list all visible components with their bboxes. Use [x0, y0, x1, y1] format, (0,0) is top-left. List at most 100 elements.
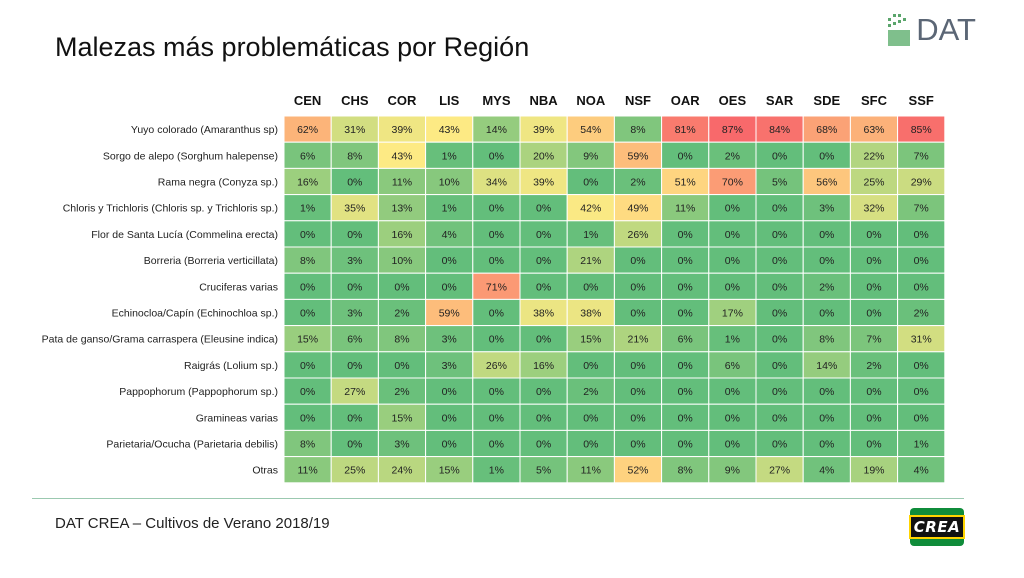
cell-value-label: 0%	[866, 308, 881, 320]
cell-value-label: 14%	[486, 124, 507, 136]
heatmap-cell	[897, 194, 946, 222]
heatmap-cell	[802, 377, 851, 405]
row-label: Pappophorum (Pappophorum sp.)	[119, 386, 278, 398]
cell-value-label: 0%	[536, 203, 551, 215]
cell-value-label: 2%	[394, 386, 409, 398]
heatmap-cell	[330, 351, 379, 379]
cell-value-label: 17%	[722, 308, 743, 320]
heatmap-cell	[661, 429, 710, 458]
cell-value-label: 5%	[536, 465, 551, 477]
heatmap-cell	[472, 351, 521, 379]
heatmap-cell	[472, 246, 521, 274]
cell-value-label: 1%	[300, 203, 315, 215]
cell-value-label: 0%	[866, 412, 881, 424]
heatmap-cell	[425, 429, 474, 458]
heatmap-cell	[472, 456, 521, 484]
cell-value-label: 25%	[344, 465, 365, 477]
heatmap-cell	[425, 272, 474, 300]
cell-value-label: 0%	[347, 281, 362, 293]
heatmap-cell	[755, 194, 804, 222]
cell-value-label: 31%	[911, 334, 932, 346]
column-header: SSF	[909, 93, 934, 108]
column-header: CEN	[294, 93, 321, 108]
heatmap-cell	[802, 298, 851, 327]
cell-value-label: 25%	[863, 177, 884, 189]
column-header: SFC	[861, 93, 888, 108]
cell-value-label: 2%	[866, 360, 881, 372]
cell-value-label: 2%	[725, 150, 740, 162]
heatmap-cell	[661, 167, 710, 196]
heatmap-cell	[802, 194, 851, 222]
heatmap-cell	[849, 298, 899, 327]
cell-value-label: 0%	[772, 150, 787, 162]
heatmap-cell	[377, 298, 427, 327]
cell-value-label: 11%	[297, 465, 317, 477]
heatmap-cell	[425, 325, 474, 353]
dat-logo: DAT	[888, 12, 976, 48]
cell-value-label: 29%	[911, 177, 932, 189]
dat-logo-bars-icon	[888, 14, 912, 46]
heatmap-cell	[708, 220, 757, 248]
cell-value-label: 0%	[678, 255, 693, 267]
cell-value-label: 0%	[914, 255, 929, 267]
heatmap-cell	[755, 272, 804, 300]
cell-value-label: 0%	[489, 308, 504, 320]
cell-value-label: 0%	[630, 412, 645, 424]
row-label: Raigrás (Lolium sp.)	[184, 360, 278, 372]
column-header: COR	[388, 93, 418, 108]
cell-value-label: 63%	[863, 124, 884, 136]
cell-value-label: 43%	[391, 150, 412, 162]
cell-value-label: 1%	[725, 334, 740, 346]
cell-value-label: 15%	[580, 334, 601, 346]
heatmap-cell	[566, 272, 615, 300]
heatmap-cell	[849, 115, 899, 143]
cell-value-label: 0%	[300, 360, 315, 372]
heatmap-cell	[755, 246, 804, 274]
cell-value-label: 0%	[678, 386, 693, 398]
cell-value-label: 0%	[725, 412, 740, 424]
heatmap-cell	[519, 194, 568, 222]
footer-divider	[32, 498, 964, 499]
cell-value-label: 0%	[772, 308, 787, 320]
cell-value-label: 15%	[391, 412, 412, 424]
cell-value-label: 49%	[627, 203, 648, 215]
cell-value-label: 59%	[627, 150, 648, 162]
cell-value-label: 0%	[347, 177, 362, 189]
heatmap-cell	[283, 246, 332, 274]
cell-value-label: 0%	[914, 412, 929, 424]
cell-value-label: 0%	[772, 439, 787, 451]
heatmap-cell	[283, 141, 332, 169]
heatmap-cell	[661, 298, 710, 327]
cell-value-label: 38%	[533, 308, 554, 320]
page-title: Malezas más problemáticas por Región	[55, 32, 530, 62]
heatmap-cell	[708, 351, 757, 379]
cell-value-label: 1%	[489, 465, 504, 477]
heatmap-cell	[377, 429, 427, 458]
cell-value-label: 8%	[300, 255, 315, 267]
cell-value-label: 0%	[300, 308, 315, 320]
cell-value-label: 0%	[725, 203, 740, 215]
heatmap-cell	[708, 141, 757, 169]
cell-value-label: 0%	[819, 255, 834, 267]
cell-value-label: 3%	[442, 334, 457, 346]
heatmap-cell	[519, 377, 568, 405]
column-header: LIS	[439, 93, 460, 108]
cell-value-label: 56%	[816, 177, 837, 189]
heatmap-cell	[897, 115, 946, 143]
column-header: NOA	[576, 93, 606, 108]
heatmap-cell	[425, 377, 474, 405]
crea-logo: CREA	[908, 508, 966, 546]
cell-value-label: 21%	[627, 334, 648, 346]
cell-value-label: 15%	[297, 334, 318, 346]
cell-value-label: 27%	[769, 465, 790, 477]
heatmap-cell	[755, 298, 804, 327]
cell-value-label: 0%	[442, 412, 457, 424]
cell-value-label: 0%	[772, 360, 787, 372]
cell-value-label: 0%	[914, 229, 929, 241]
row-label: Cruciferas varias	[199, 281, 278, 293]
cell-value-label: 1%	[442, 203, 457, 215]
heatmap-cell	[708, 194, 757, 222]
cell-value-label: 13%	[391, 203, 412, 215]
row-label: Echinocloa/Capín (Echinochloa sp.)	[112, 308, 278, 320]
row-label: Yuyo colorado (Amaranthus sp)	[131, 124, 278, 136]
